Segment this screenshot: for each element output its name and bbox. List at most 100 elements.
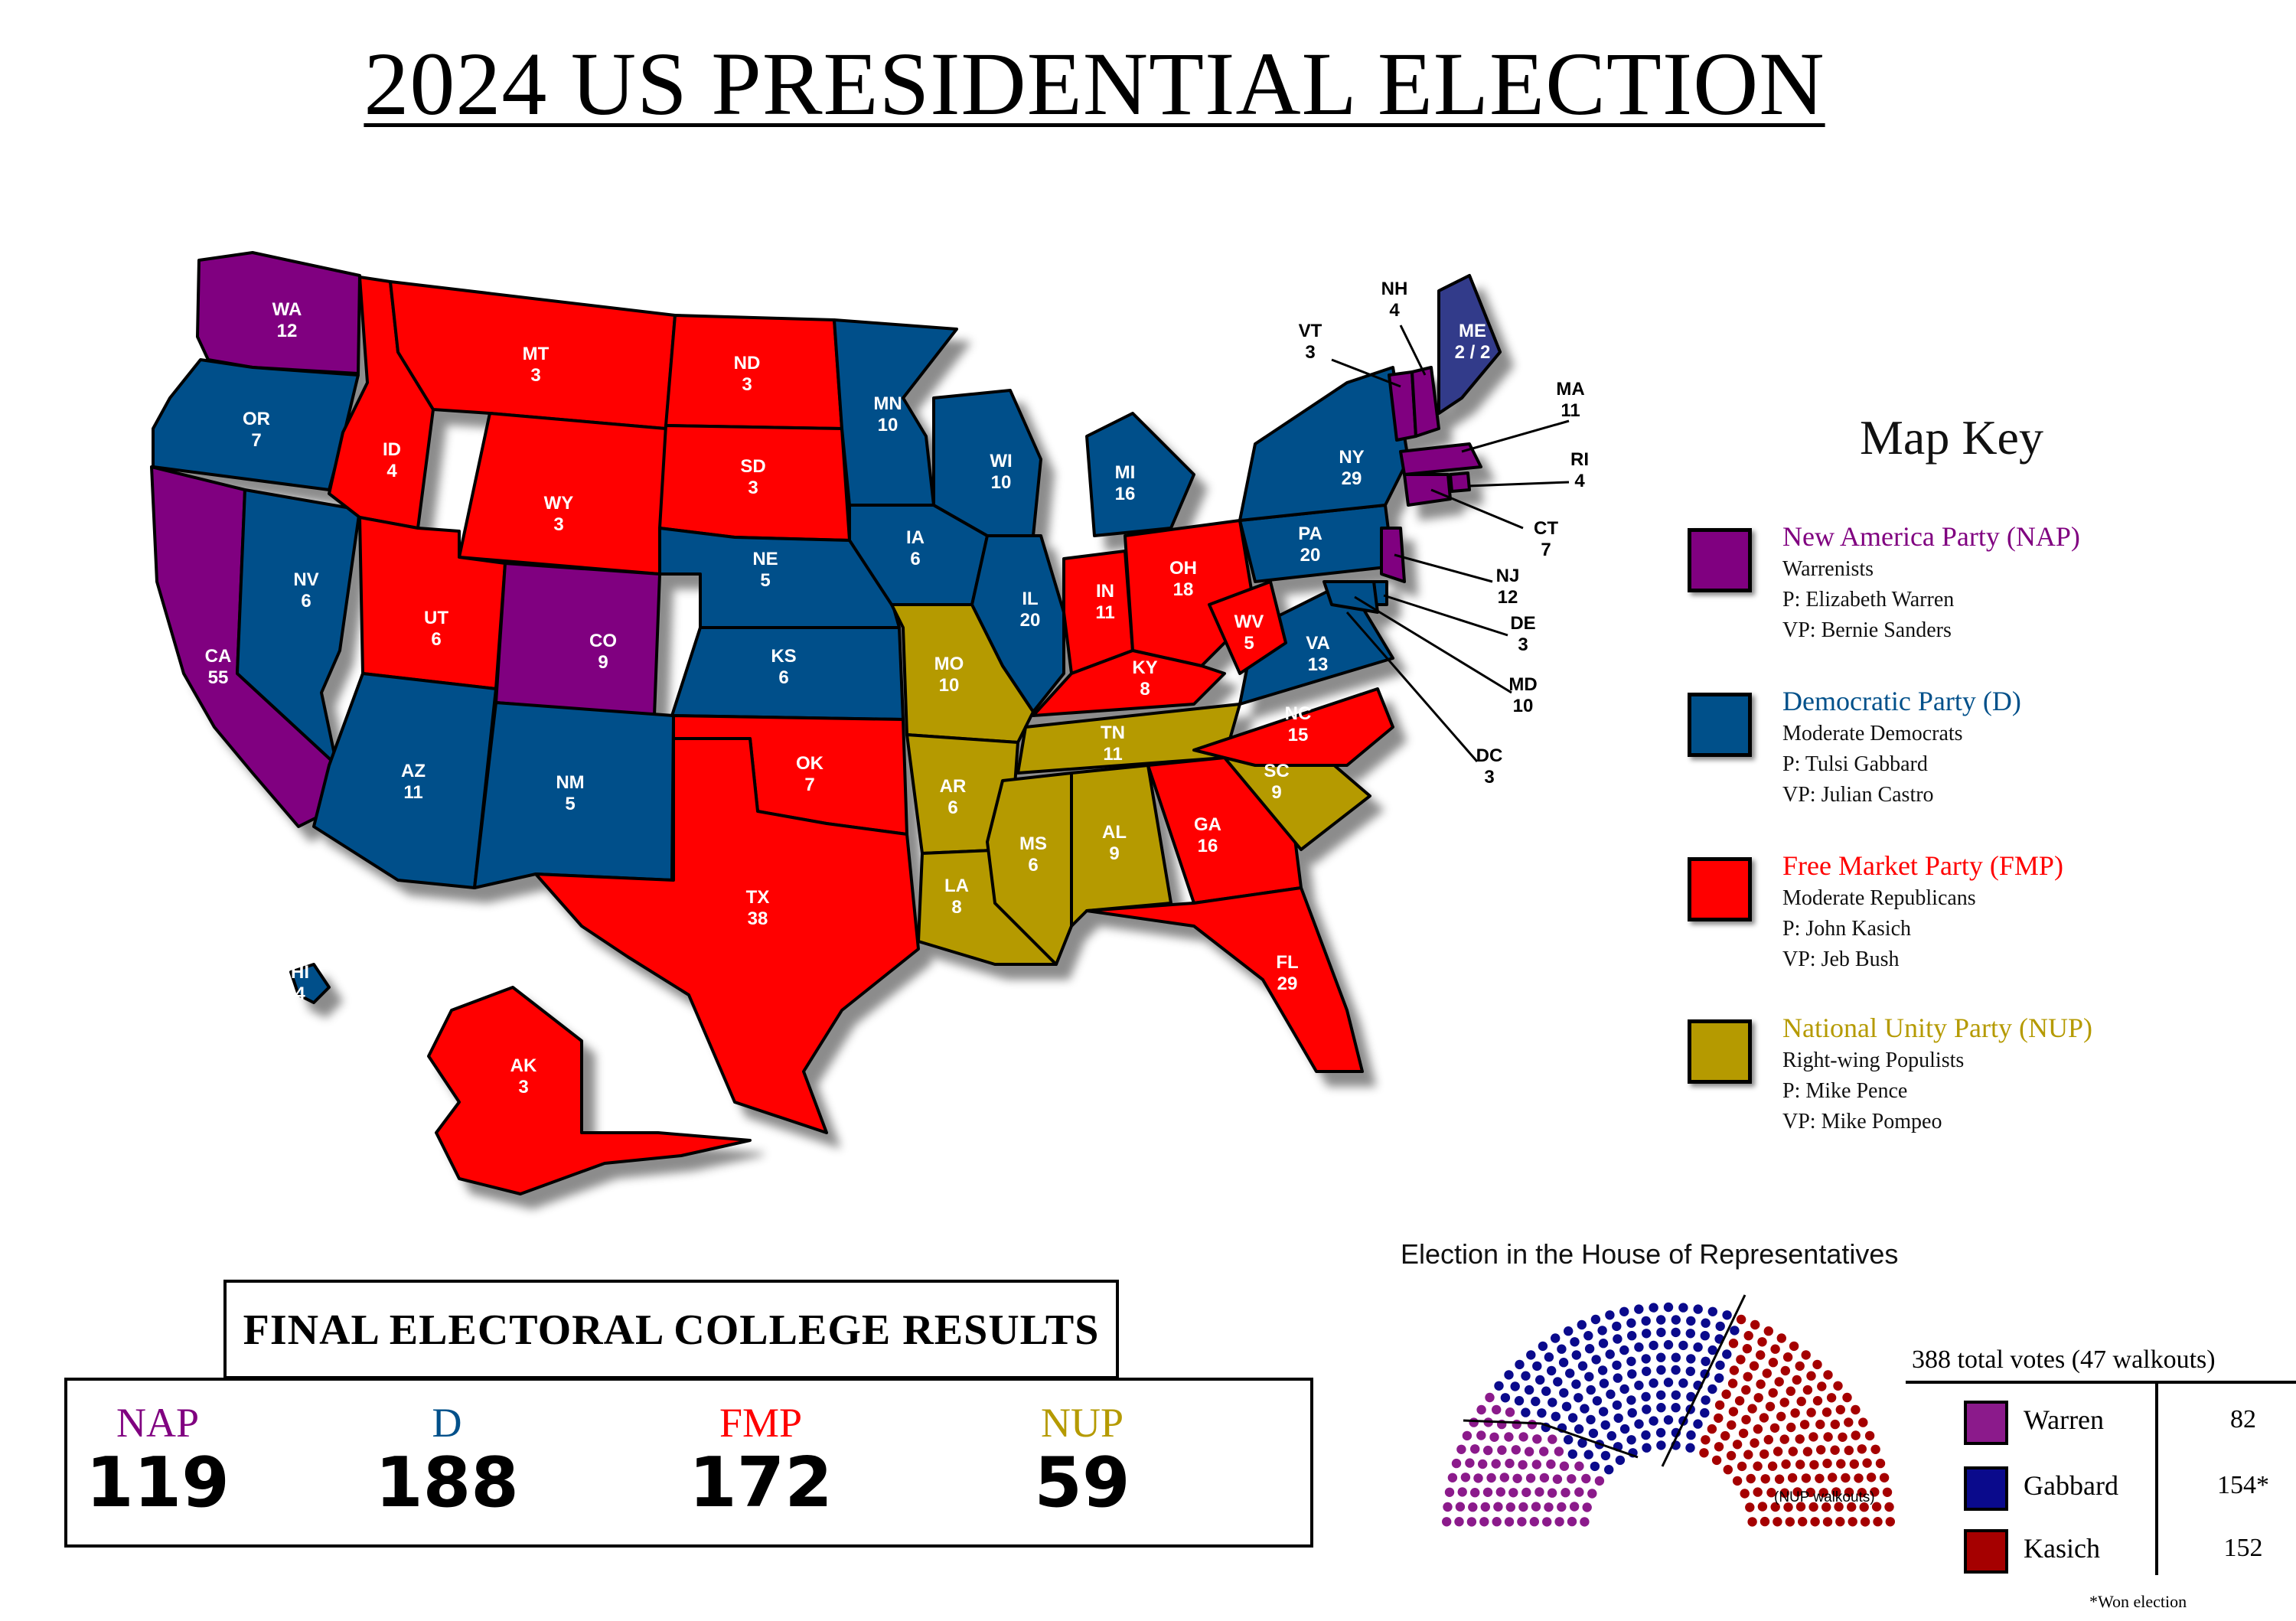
house-seat-warren bbox=[1580, 1517, 1590, 1527]
house-seat-kasich bbox=[1821, 1502, 1831, 1512]
house-seat-warren bbox=[1456, 1444, 1466, 1454]
candidate-name: Warren bbox=[2024, 1404, 2105, 1435]
house-seat-gabbard bbox=[1535, 1375, 1545, 1385]
house-title: Election in the House of Representatives bbox=[1401, 1238, 1899, 1270]
state-label-ar-electoral-votes: 6 bbox=[947, 797, 957, 818]
house-seat-gabbard bbox=[1649, 1378, 1658, 1388]
house-seat-gabbard bbox=[1641, 1391, 1651, 1402]
state-label-nh-abbr: NH bbox=[1381, 279, 1408, 299]
house-seat-gabbard bbox=[1627, 1369, 1637, 1379]
candidate-color-swatch bbox=[1964, 1401, 2008, 1445]
house-seat-warren bbox=[1559, 1461, 1570, 1471]
house-seat-gabbard bbox=[1626, 1435, 1636, 1445]
state-ky bbox=[1032, 649, 1226, 717]
state-label-sc-abbr: SC bbox=[1264, 761, 1289, 781]
state-label-wa-abbr: WA bbox=[272, 299, 302, 320]
state-label-nd-abbr: ND bbox=[734, 353, 761, 373]
leader-line-ri bbox=[1467, 481, 1570, 488]
house-seat-gabbard bbox=[1663, 1378, 1674, 1388]
house-seat-kasich bbox=[1759, 1413, 1769, 1423]
house-seat-gabbard bbox=[1656, 1440, 1666, 1450]
state-label-ct-electoral-votes: 7 bbox=[1541, 540, 1551, 560]
house-seat-gabbard bbox=[1634, 1380, 1644, 1391]
state-ma bbox=[1399, 442, 1482, 476]
house-seat-warren bbox=[1455, 1502, 1466, 1512]
house-seat-kasich bbox=[1738, 1428, 1749, 1438]
house-seat-warren bbox=[1517, 1517, 1527, 1527]
state-label-or-electoral-votes: 7 bbox=[251, 430, 261, 451]
house-seat-gabbard bbox=[1605, 1349, 1615, 1359]
house-seat-gabbard bbox=[1612, 1360, 1622, 1370]
house-seat-warren bbox=[1594, 1476, 1605, 1486]
state-label-nd-electoral-votes: 3 bbox=[742, 374, 752, 395]
house-seat-gabbard bbox=[1722, 1310, 1732, 1320]
house-seat-kasich bbox=[1816, 1445, 1826, 1455]
state-az bbox=[312, 672, 497, 889]
house-seat-gabbard bbox=[1663, 1339, 1674, 1350]
house-seat-warren bbox=[1574, 1461, 1584, 1471]
house-seat-gabbard bbox=[1571, 1379, 1581, 1389]
house-seat-kasich bbox=[1857, 1444, 1867, 1454]
house-table-divider bbox=[1906, 1381, 2296, 1384]
party-name: Democratic Party (D) bbox=[1782, 686, 2021, 716]
house-seat-kasich bbox=[1765, 1401, 1776, 1411]
house-seat-warren bbox=[1557, 1502, 1567, 1512]
state-label-mt-electoral-votes: 3 bbox=[530, 365, 540, 386]
state-label-ks-abbr: KS bbox=[771, 646, 796, 667]
house-seat-kasich bbox=[1801, 1350, 1811, 1360]
house-seat-gabbard bbox=[1577, 1361, 1588, 1371]
house-seat-kasich bbox=[1747, 1404, 1757, 1414]
house-seat-gabbard bbox=[1588, 1428, 1599, 1438]
state-label-fl-electoral-votes: 29 bbox=[1277, 974, 1298, 994]
house-seat-kasich bbox=[1847, 1502, 1857, 1512]
house-seat-kasich bbox=[1812, 1359, 1822, 1370]
house-seat-warren bbox=[1479, 1517, 1489, 1527]
house-seat-gabbard bbox=[1600, 1420, 1610, 1430]
house-seat-kasich bbox=[1779, 1488, 1790, 1498]
house-seat-gabbard bbox=[1642, 1443, 1652, 1453]
house-seat-kasich bbox=[1860, 1517, 1870, 1527]
house-seat-gabbard bbox=[1686, 1354, 1696, 1364]
house-seat-warren bbox=[1582, 1502, 1592, 1512]
candidate-color-swatch bbox=[1964, 1466, 2008, 1511]
house-seat-kasich bbox=[1728, 1339, 1739, 1349]
house-seat-kasich bbox=[1795, 1361, 1805, 1371]
house-seat-kasich bbox=[1857, 1488, 1867, 1498]
house-seat-warren bbox=[1489, 1432, 1499, 1442]
state-hi bbox=[289, 963, 331, 1004]
house-seat-warren bbox=[1554, 1447, 1564, 1456]
house-seat-kasich bbox=[1736, 1314, 1746, 1325]
house-seat-kasich bbox=[1699, 1448, 1709, 1458]
house-seat-warren bbox=[1511, 1445, 1521, 1455]
house-seat-gabbard bbox=[1521, 1407, 1531, 1417]
house-seat-warren bbox=[1451, 1458, 1462, 1469]
state-co bbox=[494, 562, 661, 717]
house-seat-warren bbox=[1473, 1473, 1483, 1483]
house-seat-kasich bbox=[1729, 1365, 1740, 1375]
house-seat-gabbard bbox=[1551, 1333, 1561, 1343]
walkout-divider-line bbox=[1463, 1419, 1542, 1425]
state-label-ca-abbr: CA bbox=[205, 646, 232, 667]
house-seat-kasich bbox=[1721, 1389, 1731, 1399]
house-row: Kasich 152 bbox=[1964, 1526, 2285, 1574]
house-seat-kasich bbox=[1826, 1393, 1837, 1403]
house-seat-kasich bbox=[1870, 1444, 1880, 1454]
house-seat-kasich bbox=[1884, 1502, 1894, 1512]
house-seat-warren bbox=[1497, 1445, 1507, 1455]
house-seat-gabbard bbox=[1693, 1342, 1703, 1352]
candidate-name: Kasich bbox=[2024, 1533, 2100, 1564]
state-label-al-electoral-votes: 9 bbox=[1109, 843, 1119, 864]
house-seat-gabbard bbox=[1571, 1350, 1581, 1360]
state-label-id-electoral-votes: 4 bbox=[386, 461, 397, 481]
house-seat-warren bbox=[1512, 1473, 1522, 1483]
house-seat-gabbard bbox=[1591, 1355, 1601, 1365]
house-seat-kasich bbox=[1796, 1396, 1806, 1407]
house-total-votes: 388 total votes (47 walkouts) bbox=[1912, 1345, 2216, 1374]
house-seat-warren bbox=[1529, 1517, 1539, 1527]
house-seat-kasich bbox=[1795, 1434, 1805, 1444]
house-seat-kasich bbox=[1760, 1474, 1770, 1484]
house-seat-kasich bbox=[1795, 1460, 1805, 1469]
house-seat-gabbard bbox=[1686, 1430, 1696, 1440]
house-seat-gabbard bbox=[1531, 1396, 1541, 1407]
house-seat-gabbard bbox=[1551, 1411, 1561, 1421]
